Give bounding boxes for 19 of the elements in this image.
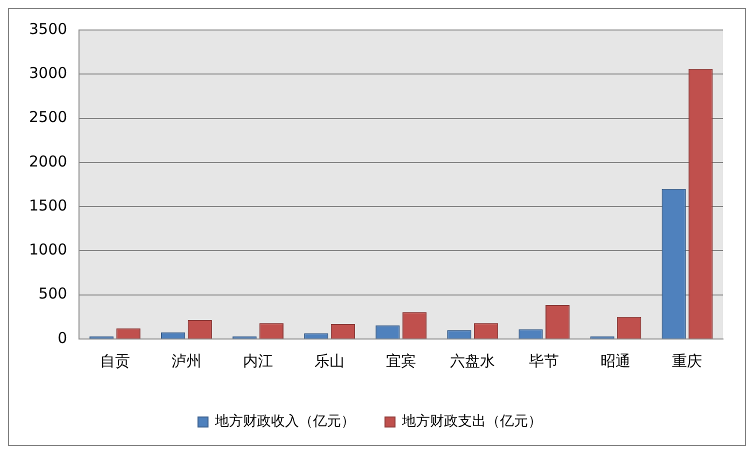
x-tick-label: 内江 — [243, 352, 274, 370]
x-tick-label: 自贡 — [100, 352, 130, 370]
y-tick-label: 3500 — [28, 20, 68, 38]
x-tick-label: 泸州 — [171, 352, 202, 370]
x-tick-label: 昭通 — [600, 352, 631, 370]
y-tick-label: 1500 — [28, 196, 68, 214]
y-tick-label: 2000 — [28, 152, 68, 170]
y-tick-label: 500 — [38, 284, 68, 303]
y-tick-label: 0 — [58, 328, 68, 347]
x-tick-label: 宜宾 — [386, 352, 416, 370]
x-tick-label: 乐山 — [314, 352, 345, 370]
x-tick-label: 六盘水 — [450, 352, 496, 370]
legend-label: 地方财政支出（亿元） — [401, 414, 542, 430]
y-tick-label: 2500 — [28, 108, 68, 126]
y-tick-label: 1000 — [28, 240, 68, 259]
x-tick-label: 重庆 — [672, 352, 702, 370]
x-tick-label: 毕节 — [529, 352, 560, 370]
legend-label: 地方财政收入（亿元） — [214, 414, 355, 430]
y-tick-label: 3000 — [28, 64, 68, 82]
